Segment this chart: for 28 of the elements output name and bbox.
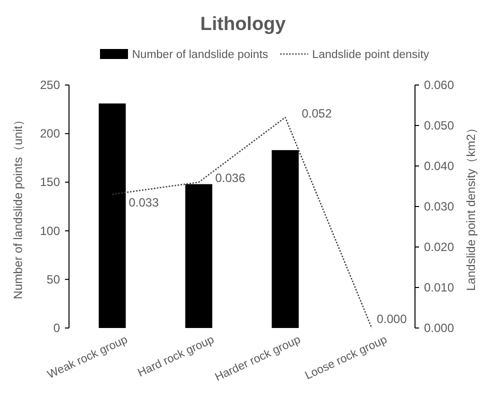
- x-tick-label: Hard rock group: [136, 334, 216, 380]
- y2-tick-label: 0.010: [424, 280, 454, 294]
- data-label: 0.033: [128, 195, 160, 210]
- bar: [272, 150, 299, 328]
- y2-tick-label: 0.040: [424, 159, 454, 173]
- y2-tick-label: 0.000: [424, 321, 454, 335]
- y-tick-label: 0: [53, 321, 60, 335]
- chart-title: Lithology: [200, 14, 286, 35]
- bar: [98, 103, 126, 328]
- data-label: 0.000: [376, 312, 408, 326]
- y2-axis-title: Landslide point density（km2）: [464, 122, 478, 291]
- y2-tick-label: 0.020: [424, 240, 454, 254]
- y2-tick-label: 0.060: [424, 78, 454, 92]
- y-axis-title: Number of landslide points（unit）: [11, 114, 25, 300]
- y-tick-label: 250: [40, 78, 60, 92]
- y-tick-label: 150: [40, 175, 60, 190]
- x-tick-label: Loose rock group: [303, 334, 390, 382]
- data-label: 0.036: [215, 171, 246, 186]
- y2-tick-label: 0.030: [424, 200, 454, 214]
- data-label: 0.052: [302, 106, 332, 120]
- y2-tick-label: 0.050: [424, 118, 454, 132]
- y-tick-label: 100: [40, 224, 60, 238]
- y-tick-label: 200: [40, 126, 60, 141]
- legend-label: Number of landslide points: [132, 49, 268, 61]
- bar: [185, 184, 212, 328]
- x-tick-label: Weak rock group: [46, 334, 130, 382]
- legend-label: Landslide point density: [312, 49, 430, 61]
- y-tick-label: 50: [46, 272, 60, 286]
